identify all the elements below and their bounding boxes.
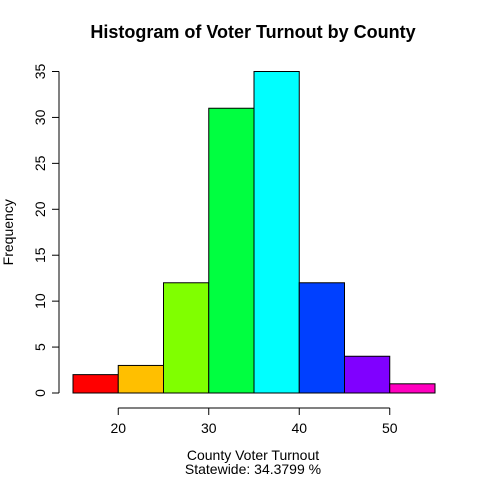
y-tick-label: 0 <box>32 389 48 397</box>
y-tick-label: 35 <box>32 64 48 80</box>
y-tick-label: 15 <box>32 247 48 263</box>
y-tick-label: 5 <box>32 343 48 351</box>
x-axis: 20 30 40 50 <box>110 407 398 436</box>
y-tick-label: 20 <box>32 201 48 217</box>
x-tick-label: 40 <box>291 420 307 436</box>
y-axis-label: Frequency <box>0 199 16 265</box>
histogram-bar-5 <box>253 71 300 394</box>
histogram-bar-3 <box>163 282 210 394</box>
histogram-bar-7 <box>344 355 391 394</box>
y-tick-label: 30 <box>32 109 48 125</box>
histogram-bar-6 <box>298 282 345 394</box>
histogram-bar-4 <box>208 107 255 394</box>
histogram-bar-8 <box>389 383 436 394</box>
x-tick-label: 50 <box>382 420 398 436</box>
statewide-subtitle: Statewide: 34.3799 % <box>185 461 321 477</box>
bars-group <box>72 71 436 394</box>
y-axis: 0 5 10 15 20 25 30 35 <box>32 64 60 397</box>
chart-title: Histogram of Voter Turnout by County <box>90 22 415 42</box>
histogram-bar-1 <box>72 374 119 394</box>
y-tick-label: 25 <box>32 155 48 171</box>
x-tick-label: 20 <box>110 420 126 436</box>
histogram-bar-2 <box>117 364 164 394</box>
x-tick-label: 30 <box>201 420 217 436</box>
y-tick-label: 10 <box>32 293 48 309</box>
x-axis-label: County Voter Turnout <box>187 447 319 463</box>
